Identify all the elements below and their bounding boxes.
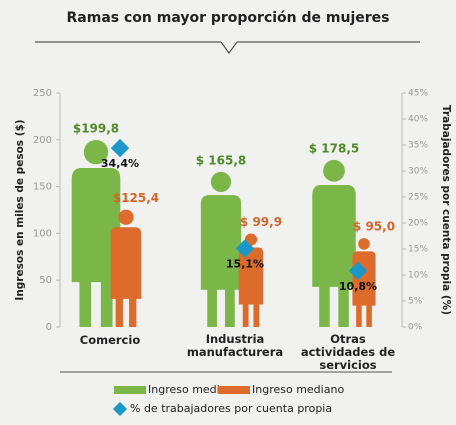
legend-marker [114, 386, 146, 394]
woman-figure [201, 172, 241, 327]
y2-tick-label: 0% [408, 323, 423, 333]
y2-tick-label: 40% [408, 115, 428, 125]
value-label: 15,1% [226, 257, 264, 270]
y2-tick-label: 10% [408, 271, 428, 281]
value-label: $ 165,8 [196, 153, 246, 167]
chart: Ramas con mayor proporción de mujeres In… [0, 0, 456, 425]
legend-marker [218, 386, 250, 394]
y2-tick-label: 20% [408, 219, 428, 229]
value-label: $125,4 [113, 191, 159, 205]
value-label: $199,8 [73, 121, 119, 135]
diamond-marker [111, 139, 129, 157]
value-label: 10,8% [339, 280, 377, 293]
legend-label: Ingreso medio [148, 383, 227, 396]
legend-label: % de trabajadores por cuenta propia [130, 402, 332, 415]
y-tick-label: 50 [39, 275, 52, 286]
chart-title: Ramas con mayor proporción de mujeres [67, 10, 390, 26]
legend-label: Ingreso mediano [252, 383, 344, 396]
y2-tick-label: 5% [408, 297, 423, 307]
y2-tick-label: 45% [408, 89, 428, 99]
y2-tick-label: 25% [408, 193, 428, 203]
y-axis-label: Ingresos en miles de pesos ($) [14, 119, 26, 300]
y2-tick-label: 15% [408, 245, 428, 255]
x-tick-label: Otras actividades de servicios [293, 333, 403, 372]
y2-tick-label: 30% [408, 167, 428, 177]
value-label: $ 99,9 [240, 215, 282, 229]
y2-tick-label: 35% [408, 141, 428, 151]
x-tick-label: Comercio [55, 334, 165, 347]
y-tick-label: 150 [33, 182, 52, 193]
title-rule [35, 42, 420, 53]
value-label: $ 95,0 [353, 220, 395, 234]
value-label: $ 178,5 [309, 141, 359, 155]
woman-figure [312, 160, 355, 327]
y2-axis-label: Trabajadores por cuenta propia (%) [440, 105, 452, 315]
x-tick-label: Industria manufacturera [180, 333, 290, 359]
y-tick-label: 0 [46, 322, 52, 333]
y-tick-label: 250 [33, 88, 52, 99]
y-tick-label: 200 [33, 135, 52, 146]
y-tick-label: 100 [33, 228, 52, 239]
value-label: 34,4% [101, 157, 139, 170]
legend-marker [113, 402, 127, 416]
